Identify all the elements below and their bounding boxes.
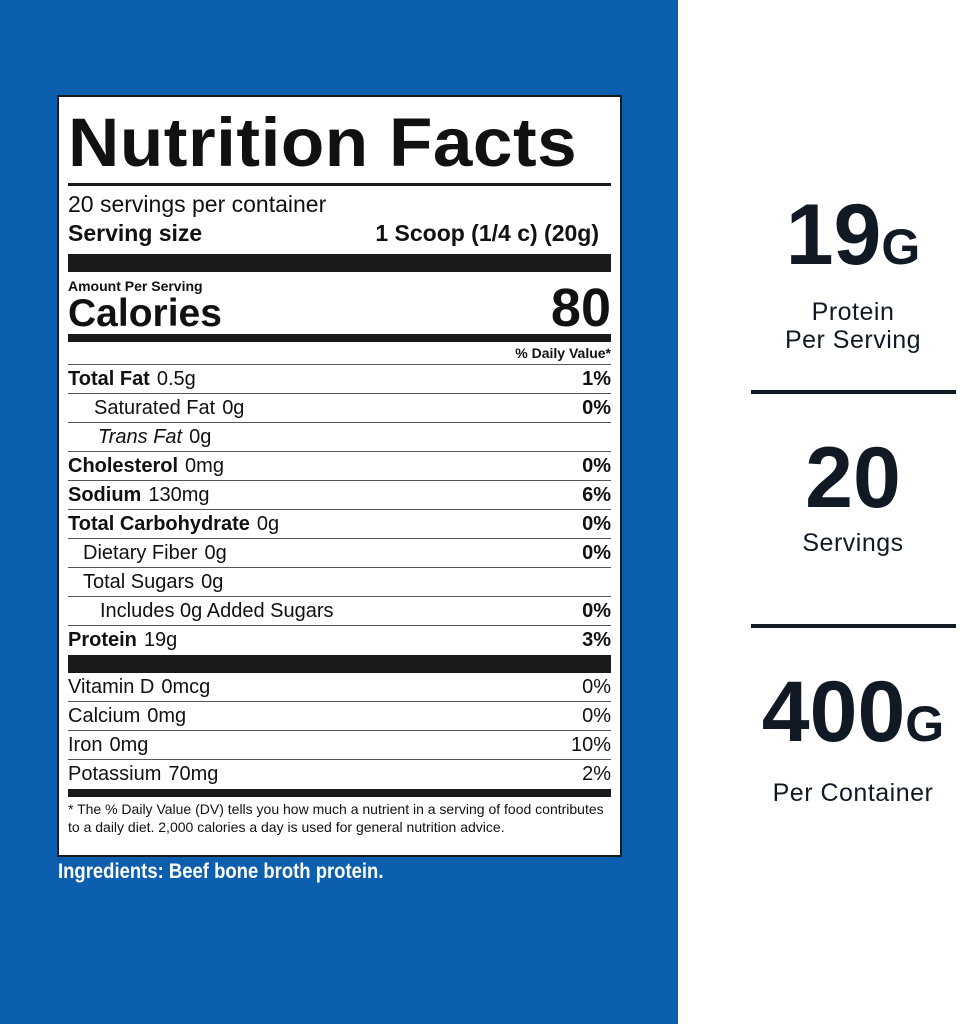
serving-size-label: Serving size	[68, 220, 203, 246]
nutrient-list: Total Fat 0.5g 1% Saturated Fat 0g 0% Trans Fa…	[68, 365, 611, 655]
nutrient-daily-value: 0%	[582, 705, 611, 727]
nutrient-name: Total Carbohydrate	[68, 513, 250, 535]
nutrient-row: Iron 0mg 10%	[68, 731, 611, 760]
nutrient-amount: 19g	[143, 629, 178, 651]
ingredients: Ingredients: Beef bone broth protein.	[58, 860, 384, 883]
nutrient-amount: 0g	[222, 397, 245, 419]
nutrient-row: Dietary Fiber 0g 0%	[68, 539, 611, 568]
nutrient-daily-value: 0%	[582, 676, 611, 698]
nutrient-row: Includes 0g Added Sugars 0%	[68, 597, 611, 626]
divider	[751, 390, 956, 394]
nutrient-daily-value: 0%	[582, 600, 611, 622]
nutrient-daily-value: 3%	[582, 629, 611, 651]
nutrient-name: Iron	[68, 734, 103, 756]
stat-container: 400G Per Container	[720, 667, 977, 807]
amount-per-serving: Amount Per Serving	[68, 278, 203, 294]
nutrient-amount: 0g	[204, 542, 227, 564]
stat-value: 20	[805, 430, 901, 526]
nutrient-row: Cholesterol 0mg 0%	[68, 452, 611, 481]
stat-caption: Per Container	[772, 779, 934, 807]
nutrient-row: Potassium 70mg 2%	[68, 760, 611, 789]
nutrition-facts-label: Nutrition Facts 20 servings per containe…	[57, 95, 622, 857]
stat-unit: G	[881, 219, 921, 275]
nutrient-row: Trans Fat 0g	[68, 423, 611, 452]
nutrient-daily-value: 10%	[570, 734, 611, 756]
nutrient-name: Total Sugars	[83, 571, 195, 593]
nutrient-daily-value: 0%	[582, 542, 611, 564]
nutrient-name: Potassium	[68, 763, 162, 785]
stat-protein: 19G Protein Per Serving	[720, 190, 977, 354]
daily-value-header: % Daily Value*	[68, 342, 611, 365]
nutrient-name: Sodium	[68, 484, 142, 506]
stat-caption: Servings	[802, 529, 904, 557]
nutrient-amount: 0mg	[147, 705, 187, 727]
nutrient-name: Cholesterol	[68, 455, 179, 477]
nutrient-amount: 0g	[189, 426, 212, 448]
nutrient-row: Protein 19g 3%	[68, 626, 611, 655]
nutrient-amount: 0g	[201, 571, 224, 593]
nutrient-daily-value: 0%	[582, 397, 611, 419]
servings-per-container: 20 servings per container	[68, 191, 327, 217]
nutrient-row: Vitamin D 0mcg 0%	[68, 673, 611, 702]
divider	[68, 183, 611, 186]
vitamin-list: Vitamin D 0mcg 0% Calcium 0mg 0% Iron 0mg 10% Pot…	[68, 673, 611, 789]
stat-value: 400	[761, 664, 906, 760]
nutrient-name: Total Fat	[68, 368, 150, 390]
nutrient-daily-value: 2%	[582, 763, 611, 785]
nutrient-daily-value: 0%	[582, 455, 611, 477]
divider	[751, 624, 956, 628]
nutrient-name: Includes 0g Added Sugars	[100, 600, 334, 622]
nutrient-name: Vitamin D	[68, 676, 155, 698]
stat-caption: Per Serving	[784, 326, 922, 354]
nutrient-row: Total Carbohydrate 0g 0%	[68, 510, 611, 539]
divider	[68, 334, 611, 342]
nutrient-amount: 0.5g	[156, 368, 196, 390]
nutrient-name: Protein	[68, 629, 137, 651]
label-title: Nutrition Facts	[68, 104, 578, 181]
nutrient-row: Saturated Fat 0g 0%	[68, 394, 611, 423]
nutrient-amount: 130mg	[148, 484, 210, 506]
nutrient-name: Calcium	[68, 705, 141, 727]
stat-value: 19	[785, 187, 882, 283]
nutrient-name: Saturated Fat	[94, 397, 216, 419]
nutrient-daily-value: 0%	[582, 513, 611, 535]
footnote: * The % Daily Value (DV) tells you how m…	[68, 801, 604, 835]
nutrient-row: Total Sugars 0g	[68, 568, 611, 597]
stat-servings: 20 Servings	[720, 433, 977, 557]
nutrient-amount: 0g	[256, 513, 280, 535]
nutrient-amount: 0mg	[185, 455, 224, 477]
nutrient-name: Trans Fat	[98, 426, 183, 448]
divider	[68, 655, 611, 673]
nutrient-name: Dietary Fiber	[83, 542, 198, 564]
nutrient-daily-value: 6%	[582, 484, 611, 506]
nutrient-row: Total Fat 0.5g 1%	[68, 365, 611, 394]
divider	[68, 254, 611, 272]
nutrient-amount: 0mg	[109, 734, 149, 756]
nutrient-daily-value: 1%	[582, 368, 611, 390]
calories-label: Calories	[68, 292, 222, 335]
serving-size-value: 1 Scoop (1/4 c) (20g)	[375, 220, 599, 246]
nutrient-row: Calcium 0mg 0%	[68, 702, 611, 731]
nutrient-row: Sodium 130mg 6%	[68, 481, 611, 510]
stat-caption: Protein	[811, 298, 895, 326]
nutrient-amount: 0mcg	[161, 676, 211, 698]
calories-value: 80	[550, 278, 611, 338]
serving-size: Serving size 1 Scoop (1/4 c) (20g)	[68, 218, 611, 248]
stat-unit: G	[905, 696, 945, 752]
divider	[68, 789, 611, 797]
nutrient-amount: 70mg	[168, 763, 219, 785]
calories-row: Calories 80	[68, 281, 611, 335]
